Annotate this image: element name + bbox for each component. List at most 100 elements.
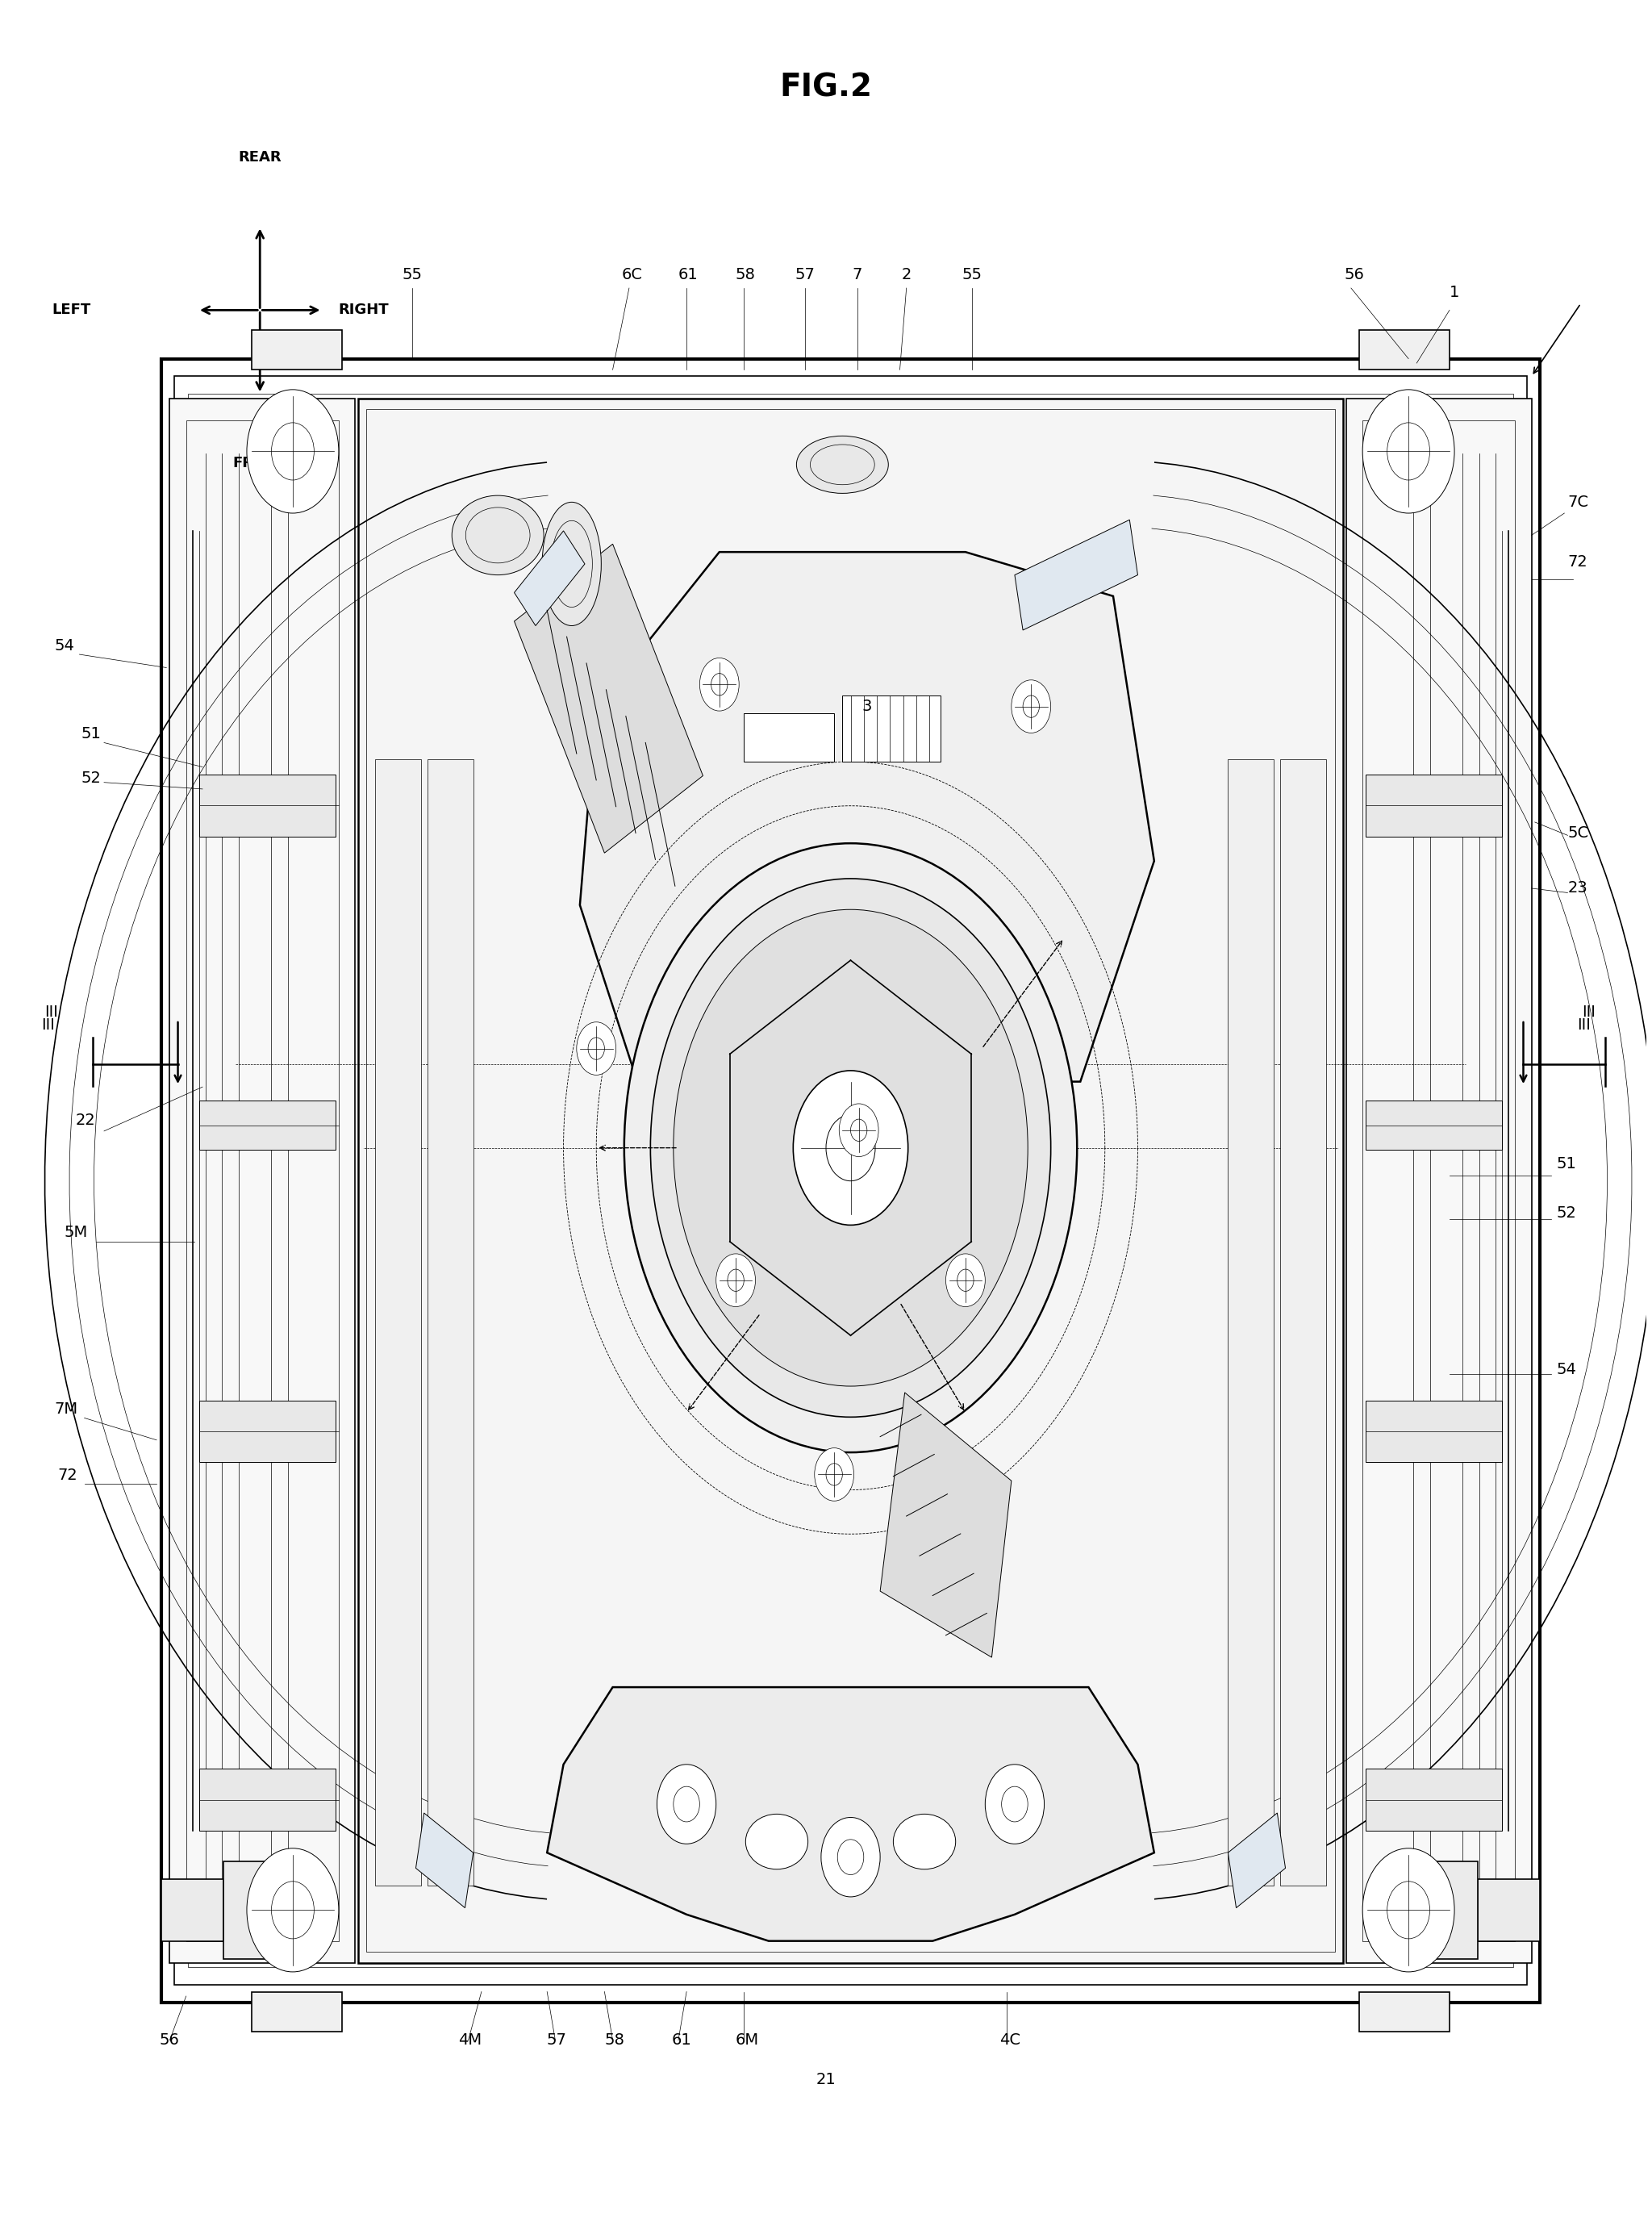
Text: 57: 57 — [795, 266, 814, 282]
Circle shape — [985, 1763, 1044, 1843]
Bar — [251, 1992, 342, 2032]
Text: 55: 55 — [403, 266, 423, 282]
Bar — [200, 1400, 335, 1462]
Text: III: III — [41, 1018, 55, 1034]
Text: III: III — [1583, 1005, 1596, 1020]
Bar — [1346, 399, 1531, 1963]
Polygon shape — [580, 552, 1155, 1082]
Circle shape — [1023, 696, 1039, 716]
Bar — [188, 395, 1513, 1967]
Bar — [162, 359, 1540, 2003]
Circle shape — [1388, 424, 1431, 479]
Text: III: III — [45, 1005, 58, 1020]
Text: 22: 22 — [76, 1113, 96, 1127]
Text: 54: 54 — [55, 639, 74, 654]
Text: 54: 54 — [1556, 1362, 1576, 1377]
Text: 6M: 6M — [735, 2032, 758, 2047]
Text: 3: 3 — [862, 699, 872, 714]
Polygon shape — [881, 1393, 1011, 1657]
Circle shape — [246, 1848, 339, 1972]
Text: 7M: 7M — [55, 1402, 78, 1417]
Text: 2: 2 — [902, 266, 912, 282]
Bar — [843, 696, 942, 761]
Circle shape — [577, 1022, 616, 1076]
Bar — [200, 1768, 335, 1830]
Text: REAR: REAR — [238, 151, 281, 164]
Text: FRONT: FRONT — [233, 455, 287, 470]
Circle shape — [271, 1881, 314, 1939]
Text: 57: 57 — [547, 2032, 567, 2047]
Text: 52: 52 — [1556, 1204, 1576, 1220]
Circle shape — [1363, 1848, 1454, 1972]
Ellipse shape — [894, 1814, 955, 1870]
Circle shape — [839, 1105, 879, 1156]
Circle shape — [1011, 681, 1051, 732]
Circle shape — [271, 424, 314, 479]
Circle shape — [947, 1253, 985, 1306]
Polygon shape — [416, 1812, 472, 1907]
Circle shape — [710, 674, 727, 696]
Circle shape — [674, 909, 1028, 1386]
Text: FIG.2: FIG.2 — [780, 71, 872, 102]
Circle shape — [851, 1120, 867, 1142]
Bar — [200, 774, 335, 836]
Bar — [187, 421, 339, 1941]
Text: 7C: 7C — [1568, 495, 1589, 510]
Bar — [162, 1879, 223, 1941]
Circle shape — [1388, 1881, 1431, 1939]
Text: 72: 72 — [58, 1468, 78, 1484]
Text: 7: 7 — [852, 266, 862, 282]
Text: 5M: 5M — [64, 1224, 88, 1240]
Polygon shape — [1014, 519, 1138, 630]
Polygon shape — [547, 1688, 1155, 1941]
Circle shape — [838, 1839, 864, 1874]
Text: 51: 51 — [1556, 1156, 1576, 1171]
Ellipse shape — [796, 437, 889, 492]
Bar — [251, 330, 342, 370]
Text: 56: 56 — [160, 2032, 180, 2047]
Circle shape — [588, 1038, 605, 1060]
Text: III: III — [1578, 1018, 1591, 1034]
Text: 1: 1 — [1449, 284, 1459, 299]
Bar — [1366, 1400, 1502, 1462]
Bar — [1280, 759, 1327, 1885]
Bar — [743, 714, 834, 761]
Polygon shape — [1227, 1812, 1285, 1907]
Polygon shape — [514, 543, 704, 854]
Text: 5C: 5C — [1568, 825, 1589, 841]
Bar — [200, 1100, 335, 1149]
Text: 58: 58 — [735, 266, 755, 282]
Text: 61: 61 — [672, 2032, 692, 2047]
Circle shape — [700, 659, 738, 712]
Bar — [1366, 774, 1502, 836]
Ellipse shape — [542, 501, 601, 625]
Text: 72: 72 — [1568, 554, 1588, 570]
Circle shape — [727, 1269, 743, 1291]
Text: RIGHT: RIGHT — [339, 304, 390, 317]
Bar — [1363, 421, 1515, 1941]
Bar — [358, 399, 1343, 1963]
Ellipse shape — [453, 495, 544, 574]
Bar — [175, 377, 1526, 1985]
Circle shape — [826, 1116, 876, 1180]
Circle shape — [651, 878, 1051, 1417]
Ellipse shape — [745, 1814, 808, 1870]
Bar — [1396, 1861, 1477, 1958]
Text: 58: 58 — [605, 2032, 624, 2047]
Text: LEFT: LEFT — [51, 304, 91, 317]
Circle shape — [657, 1763, 715, 1843]
Bar — [375, 759, 421, 1885]
Text: 56: 56 — [1345, 266, 1365, 282]
Circle shape — [246, 390, 339, 512]
Text: 4M: 4M — [458, 2032, 482, 2047]
Circle shape — [674, 1785, 700, 1821]
Text: 51: 51 — [81, 725, 101, 741]
Bar — [170, 399, 355, 1963]
Circle shape — [715, 1253, 755, 1306]
Bar — [1366, 1768, 1502, 1830]
Text: 6C: 6C — [621, 266, 643, 282]
Bar — [428, 759, 472, 1885]
Bar — [1366, 1100, 1502, 1149]
Circle shape — [1363, 390, 1454, 512]
Bar — [1227, 759, 1274, 1885]
